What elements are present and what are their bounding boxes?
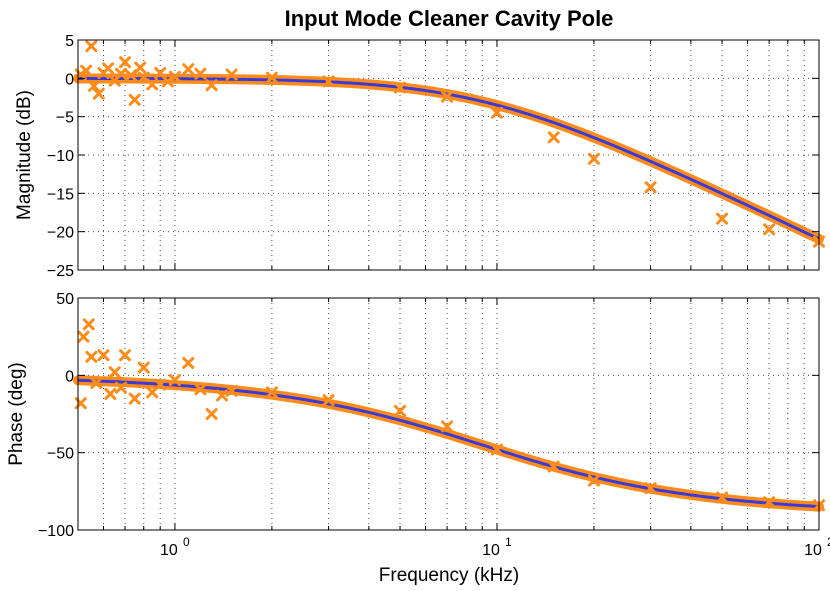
measurement-point	[547, 460, 560, 473]
measurement-point	[102, 62, 115, 75]
measurement-point	[322, 75, 335, 88]
measurement-point	[90, 377, 103, 390]
measurement-point	[587, 474, 600, 487]
chart-title: Input Mode Cleaner Cavity Pole	[285, 6, 614, 31]
measurement-point	[85, 40, 98, 53]
measurement-point	[168, 70, 181, 83]
measurement-point	[124, 69, 137, 82]
measurement-point	[97, 349, 110, 362]
magnitude-panel: 5 0 −5 −10 −15 −20 −25 Magnitude (dB)	[14, 33, 825, 280]
measurement-point	[194, 67, 207, 80]
measurement-point	[265, 386, 278, 399]
measurement-point	[763, 223, 776, 236]
measurement-point	[154, 378, 167, 391]
y-tick-label: −15	[47, 186, 74, 203]
measurement-point	[490, 443, 503, 456]
y-tick-label: −100	[38, 523, 74, 540]
measurement-point	[168, 373, 181, 386]
measurement-point	[104, 387, 117, 400]
measurement-point	[87, 80, 100, 92]
measurement-point	[394, 81, 407, 94]
magnitude-axis-label: Magnitude (dB)	[14, 90, 35, 220]
measurement-point	[215, 389, 228, 402]
x-tick-exponent: 0	[183, 535, 190, 549]
measurement-point	[119, 56, 132, 69]
y-tick-label: −10	[47, 148, 74, 165]
measurement-point	[161, 75, 174, 88]
measurement-point	[322, 394, 335, 407]
y-tick-label: −5	[56, 110, 74, 127]
measurement-point	[394, 404, 407, 417]
measurement-point	[441, 420, 454, 433]
measurement-point	[146, 78, 159, 91]
fit-curve-band	[73, 73, 824, 244]
fit-curve-band	[73, 375, 824, 512]
y-tick-label: −20	[47, 225, 74, 242]
measurement-point	[108, 366, 121, 379]
measurement-point	[80, 64, 93, 77]
measurement-point	[85, 350, 98, 363]
axes-frame	[77, 297, 820, 531]
fit-curve	[77, 378, 820, 509]
measurement-point	[182, 63, 195, 76]
x-tick-exponent: 2	[827, 535, 830, 549]
measurement-point	[137, 361, 150, 374]
measurement-point	[182, 356, 195, 369]
measurement-point	[644, 181, 657, 194]
measurement-point	[644, 482, 657, 495]
phase-panel: 50 0 −50 −100 10 0 10 1 10 2 Phase (deg)	[6, 291, 830, 559]
measurement-point	[115, 67, 128, 80]
measurement-point	[115, 381, 128, 394]
measurement-point	[205, 79, 218, 92]
x-tick-label: 10	[160, 542, 178, 559]
measurement-point	[716, 491, 729, 504]
measurement-point	[547, 131, 560, 144]
phase-axis-label: Phase (deg)	[6, 362, 27, 466]
y-tick-label: 0	[65, 71, 74, 88]
measurement-point	[441, 90, 454, 103]
measurement-point	[119, 349, 132, 362]
y-tick-label: 0	[65, 368, 74, 385]
fit-curve	[78, 76, 820, 241]
measurement-point	[265, 71, 278, 84]
x-tick-label: 10	[804, 542, 822, 559]
measurement-point	[194, 383, 207, 396]
measurement-point	[128, 93, 141, 106]
measurement-point	[82, 318, 95, 331]
x-tick-label: 10	[482, 542, 500, 559]
measurement-point	[128, 392, 141, 405]
measurement-point	[716, 212, 729, 225]
measurement-point	[77, 330, 90, 343]
measurement-point	[205, 408, 218, 420]
measurement-point	[225, 68, 238, 81]
measurement-point	[587, 152, 600, 165]
frequency-axis-label: Frequency (kHz)	[379, 565, 519, 586]
measurement-point	[490, 106, 503, 119]
measurement-point	[134, 61, 147, 74]
measurement-point	[92, 87, 105, 100]
y-tick-label: 50	[56, 291, 74, 308]
y-tick-label: 5	[65, 33, 74, 50]
x-tick-exponent: 1	[505, 535, 512, 549]
y-tick-label: −50	[47, 446, 74, 463]
measurement-point	[763, 496, 776, 509]
y-tick-label: −25	[47, 263, 74, 280]
measurement-point	[225, 384, 238, 397]
